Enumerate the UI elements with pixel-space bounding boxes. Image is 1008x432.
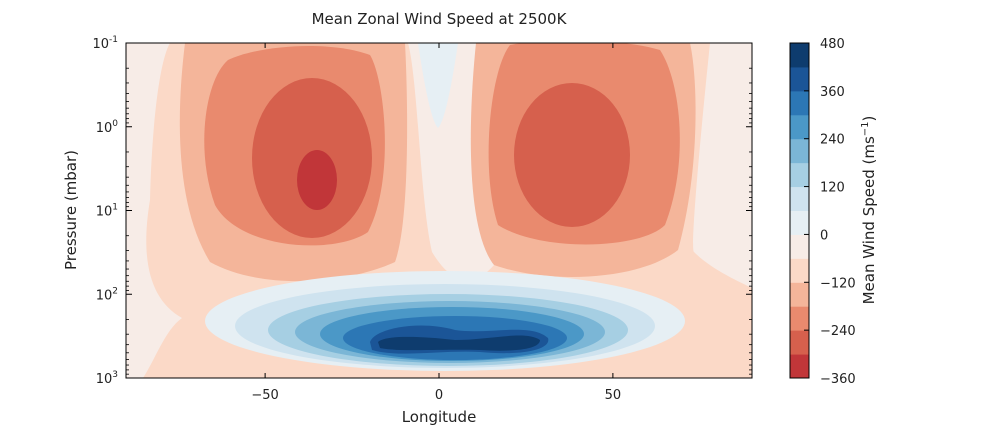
y-tick-label: 10-1 [92,35,118,52]
colorbar-tick-label: 240 [820,133,845,148]
y-axis-label: Pressure (mbar) [62,150,80,270]
colorbar-tick-label: −360 [820,372,856,387]
contour-band-neg300-west [297,150,337,210]
colorbar-segment [790,163,809,187]
colorbar-segment [790,43,809,67]
colorbar-segment [790,187,809,211]
colorbar-segment [790,282,809,306]
colorbar-tick-label: 360 [820,85,845,100]
colorbar-segment [790,258,809,282]
y-tick-label: 102 [96,286,118,303]
colorbar-tick-label: 0 [820,228,828,243]
colorbar-segment [790,234,809,258]
colorbar-segment [790,306,809,330]
colorbar-segment [790,67,809,91]
colorbar-tick-label: 480 [820,37,845,52]
colorbar-tick-label: 120 [820,181,845,196]
colorbar-label: Mean Wind Speed (ms−1) [860,116,878,305]
colorbar-segment [790,211,809,235]
y-tick-label: 100 [96,119,119,136]
colorbar-segment [790,115,809,139]
chart-title: Mean Zonal Wind Speed at 2500K [312,10,568,28]
contour-band-neg240-east [514,83,630,227]
colorbar-segment [790,139,809,163]
x-tick-label: 0 [435,388,443,403]
colorbar: −360 −240 −120 0 120 240 360 480 [790,37,856,387]
colorbar-segment [790,91,809,115]
x-tick-label: 50 [605,388,622,403]
colorbar-tick-label: −120 [820,276,856,291]
colorbar-segment [790,354,809,378]
y-tick-label: 101 [96,203,118,220]
colorbar-segment [790,330,809,354]
x-axis-label: Longitude [402,408,477,426]
y-tick-label: 103 [96,370,118,387]
x-tick-label: −50 [251,388,278,403]
colorbar-tick-label: −240 [820,324,856,339]
